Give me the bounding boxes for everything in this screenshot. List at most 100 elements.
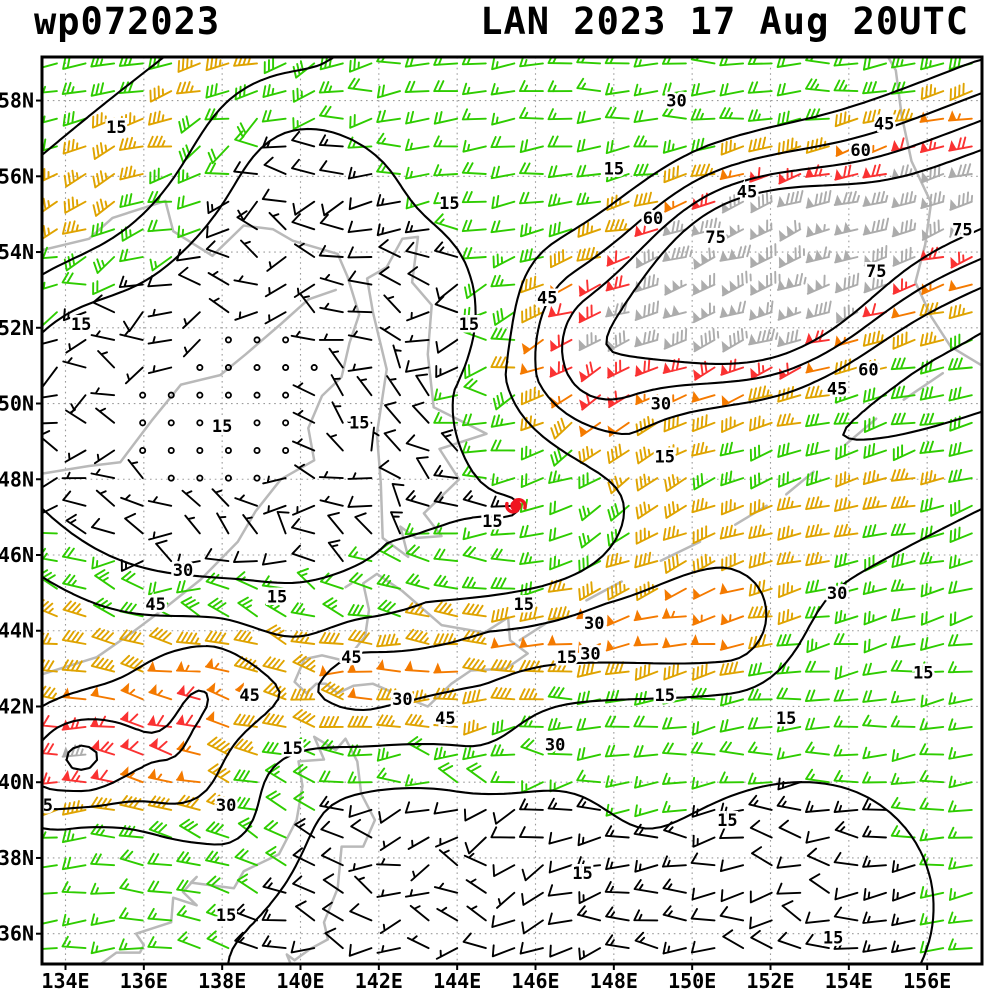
isotach-30 — [42, 57, 982, 846]
calm-wind-circle — [253, 391, 261, 399]
coastline-layer — [42, 57, 982, 964]
wind-barb-pennants — [61, 139, 959, 781]
contour-label: 75 — [952, 220, 972, 240]
contour-label: 75 — [866, 262, 886, 282]
contour-label: 45 — [874, 114, 894, 134]
calm-wind-circle — [224, 474, 232, 482]
lon-tick-label: 152E — [746, 969, 794, 989]
contour-label: 45 — [435, 709, 455, 729]
lon-tick-label: 136E — [120, 969, 168, 989]
calm-wind-circle — [282, 391, 290, 399]
coastline-amur-river — [42, 288, 338, 475]
contour-label: 30 — [827, 584, 847, 604]
contour-label: 15 — [71, 315, 91, 335]
calm-wind-circle — [224, 336, 232, 344]
contour-label: 60 — [643, 209, 663, 229]
contour-label: 15 — [655, 448, 675, 468]
contour-label: 15 — [459, 315, 479, 335]
coastline-rishiri-island — [344, 582, 353, 589]
calm-wind-circle — [224, 391, 232, 399]
contour-label: 30 — [651, 395, 671, 415]
calm-wind-circle — [196, 391, 204, 399]
contour-label: 15 — [604, 160, 624, 180]
isotach-45 — [42, 91, 982, 811]
calm-wind-circle — [253, 336, 261, 344]
contour-label: 15 — [557, 648, 577, 668]
calm-wind-circle — [139, 419, 147, 427]
contour-label: 30 — [545, 735, 565, 755]
contour-label: 15 — [823, 928, 843, 948]
wind-barbs — [61, 163, 974, 758]
coastline-sakhalin — [365, 235, 488, 559]
lat-tick-label: 52N — [0, 316, 34, 340]
lat-tick-label: 40N — [0, 770, 34, 794]
lat-tick-label: 58N — [0, 89, 34, 113]
calm-wind-circle — [167, 419, 175, 427]
wind-barb-pennants — [61, 166, 958, 758]
lat-tick-label: 50N — [0, 392, 34, 416]
contour-label: 30 — [580, 644, 600, 664]
lon-tick-label: 134E — [41, 969, 89, 989]
calm-wind-circle — [310, 364, 318, 372]
calm-wind-circle — [167, 474, 175, 482]
contour-label: 30 — [584, 614, 604, 634]
contour-label: 15 — [267, 588, 287, 608]
wind-barbs — [42, 57, 973, 817]
coastline-kamchatka-west-coast — [886, 57, 982, 367]
contour-label: 15 — [482, 512, 502, 532]
analysis-title: LAN 2023 17 Aug 20UTC — [480, 0, 969, 43]
wind-barbs — [42, 136, 973, 785]
contour-label: 60 — [858, 360, 878, 380]
calm-wind-circle — [167, 391, 175, 399]
contour-label: 15 — [776, 709, 796, 729]
contour-label: 15 — [913, 663, 933, 683]
calm-wind-circle — [282, 419, 290, 427]
coastline-honshu — [99, 735, 377, 964]
lat-tick-label: 56N — [0, 164, 34, 188]
isotach-60 — [42, 119, 982, 793]
wind-barb-pennants — [61, 110, 958, 782]
lon-tick-label: 138E — [198, 969, 246, 989]
lon-tick-label: 142E — [355, 969, 403, 989]
calm-wind-circle — [196, 474, 204, 482]
map-frame — [40, 55, 984, 966]
calm-wind-circle — [224, 419, 232, 427]
contour-label: 15 — [655, 686, 675, 706]
contour-label: 75 — [705, 228, 725, 248]
contour-label: 30 — [216, 796, 236, 816]
isotach-contour-layer — [42, 57, 982, 964]
axis-layer: 58N 56N 54N 52N 50N 48N 46N 44N 42N 40N 38N 36N 134E… — [0, 55, 984, 989]
typhoon-symbol — [505, 498, 527, 514]
lon-tick-label: 148E — [590, 969, 638, 989]
calm-wind-circle — [282, 446, 290, 454]
calm-wind-circle — [253, 419, 261, 427]
header: wp072023 LAN 2023 17 Aug 20UTC — [0, 0, 987, 52]
contour-label: 15 — [106, 118, 126, 138]
wind-barbs — [61, 113, 973, 784]
lon-tick-label: 146E — [511, 969, 559, 989]
coastline-kuril-island — [659, 540, 702, 562]
typhoon-arm-top — [513, 498, 527, 510]
contour-label: 45 — [341, 648, 361, 668]
lon-tick-label: 140E — [276, 969, 324, 989]
contour-label: 45 — [239, 686, 259, 706]
typhoon-center-dot — [510, 500, 522, 512]
contour-label: 15 — [216, 906, 236, 926]
calm-wind-circle — [253, 364, 261, 372]
lat-tick-label: 36N — [0, 922, 34, 946]
lat-tick-label: 38N — [0, 846, 34, 870]
contour-label: 45 — [827, 379, 847, 399]
calm-wind-circle — [253, 446, 261, 454]
wind-barbs — [42, 130, 916, 961]
calm-wind-circle — [282, 336, 290, 344]
contour-label: 30 — [666, 92, 686, 112]
contour-label: 15 — [717, 811, 737, 831]
calm-wind-circle — [196, 364, 204, 372]
contour-label: 15 — [439, 194, 459, 214]
calm-wind-circle — [167, 446, 175, 454]
isotach-15 — [42, 127, 935, 964]
lat-tick-label: 44N — [0, 619, 34, 643]
calm-wind-circle — [196, 419, 204, 427]
coastline-hokkaido — [293, 572, 529, 708]
